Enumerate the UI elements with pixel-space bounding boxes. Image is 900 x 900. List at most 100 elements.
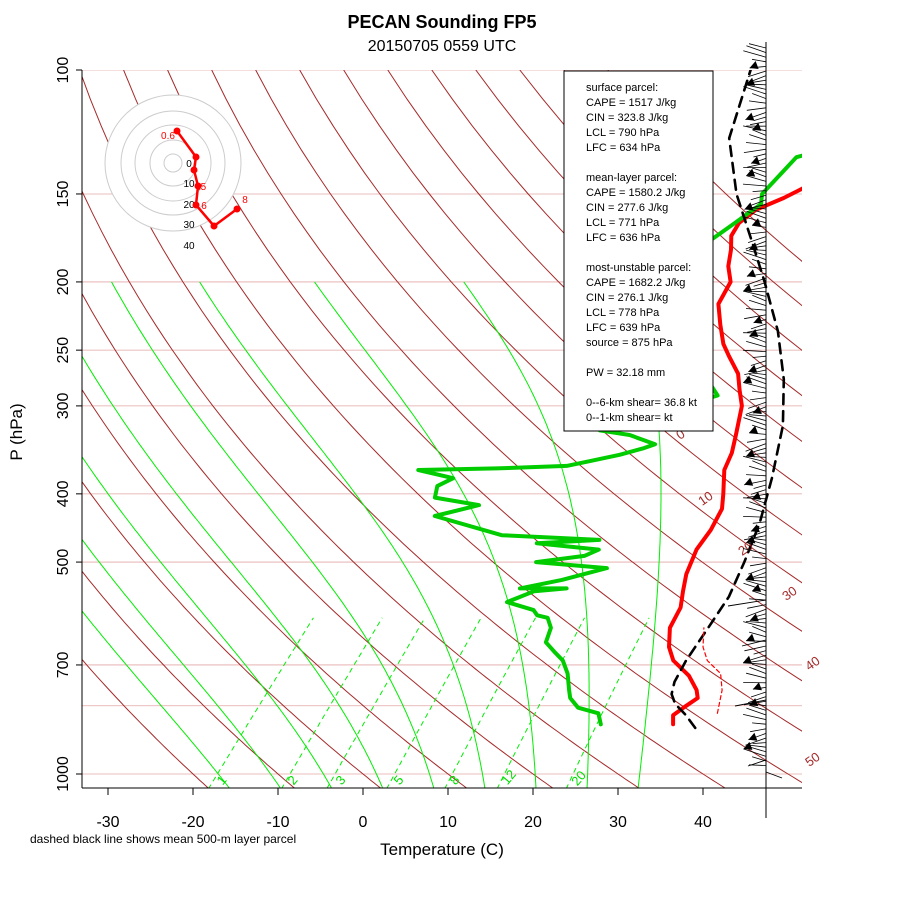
dry-adiabat xyxy=(211,70,802,682)
stat-line: LCL = 778 hPa xyxy=(586,307,660,319)
wind-barb xyxy=(752,556,767,559)
isobars xyxy=(82,70,802,775)
wind-barb-flag xyxy=(746,449,756,458)
moist-adiabat-label: 20 xyxy=(735,538,755,559)
wind-barb xyxy=(747,162,767,168)
moist-adiabat xyxy=(111,281,435,788)
wind-barb xyxy=(751,498,767,504)
wind-barb xyxy=(743,516,767,518)
wind-barb xyxy=(734,699,767,707)
wind-barb xyxy=(743,382,767,389)
x-axis-label: Temperature (C) xyxy=(380,840,504,859)
stat-line: LFC = 636 hPa xyxy=(586,232,661,244)
wind-barb xyxy=(749,598,767,601)
stat-line: PW = 32.18 mm xyxy=(586,367,665,379)
dry-adiabat xyxy=(82,658,209,788)
dry-adiabat xyxy=(475,70,802,397)
mixing-ratio-label: 5 xyxy=(390,773,406,788)
y-tick-label: 1000 xyxy=(55,756,72,792)
wind-barb xyxy=(743,714,767,720)
hodo-label-8: 8 xyxy=(242,195,248,206)
y-tick-label: 100 xyxy=(55,57,72,84)
wind-barb xyxy=(752,521,767,524)
wind-barb xyxy=(750,489,767,495)
mixing-ratio-line-1 xyxy=(208,617,314,788)
x-tick-label: 20 xyxy=(524,814,542,831)
wind-barb-flag xyxy=(752,406,762,414)
wind-barb xyxy=(751,224,767,228)
wind-barb xyxy=(753,650,767,655)
wind-barb-flag xyxy=(744,477,754,486)
stat-line: CAPE = 1682.2 J/kg xyxy=(586,277,685,289)
hodo-point xyxy=(173,127,181,135)
wind-barb xyxy=(747,236,767,243)
wind-barb xyxy=(751,390,767,394)
hodo-label-0.6: 0.6 xyxy=(161,131,175,142)
mixing-ratio-line-8 xyxy=(444,617,536,788)
wind-barb xyxy=(747,604,767,609)
dry-adiabat xyxy=(82,292,554,788)
wind-barb-flag xyxy=(746,168,756,177)
wind-barb xyxy=(752,355,767,358)
wind-barb xyxy=(748,208,767,214)
wind-barb xyxy=(746,249,767,256)
wind-barb xyxy=(745,308,767,311)
wind-barb xyxy=(741,639,767,647)
hodo-ring-label-0: 0 xyxy=(186,159,192,170)
hodo-point xyxy=(194,182,202,190)
mixing-ratio-line-2 xyxy=(281,617,383,788)
moist-adiabats xyxy=(82,281,662,788)
wind-barb xyxy=(753,282,767,287)
wind-barb xyxy=(743,290,767,297)
wind-barb xyxy=(765,771,783,779)
wind-barb-flag xyxy=(751,156,760,165)
series-mean-500-m-layer-parcel xyxy=(670,70,786,730)
hodo-ring-label-10: 10 xyxy=(183,179,195,190)
wind-barb xyxy=(744,645,767,652)
wind-barb xyxy=(745,414,767,421)
wind-barb-flag xyxy=(746,633,756,642)
wind-barb xyxy=(746,45,767,53)
y-axis: 1000 700 500 400 300 250 200 150 100 xyxy=(55,57,83,792)
wind-barb-flag xyxy=(752,491,762,500)
wind-barb xyxy=(749,414,767,417)
wind-barb-flag xyxy=(744,202,754,211)
wind-barb xyxy=(745,443,767,452)
stat-line: source = 875 hPa xyxy=(586,337,673,349)
hodograph-ring-30 xyxy=(120,110,226,216)
wind-barb xyxy=(743,582,767,592)
stat-line: CIN = 323.8 J/kg xyxy=(586,112,668,124)
stats-box xyxy=(563,70,714,432)
wind-barb-flag xyxy=(749,61,759,69)
stat-line: LCL = 790 hPa xyxy=(586,127,660,139)
wind-barb-flag xyxy=(743,741,753,750)
wind-barb-flag xyxy=(743,284,753,293)
hodo-ring-label-20: 20 xyxy=(183,200,195,211)
wind-barb xyxy=(748,373,767,380)
wind-barb-flag xyxy=(746,77,756,86)
wind-barb xyxy=(750,728,767,733)
stat-line: CAPE = 1580.2 J/kg xyxy=(586,187,685,199)
wind-barb xyxy=(749,231,767,235)
wind-barb xyxy=(746,341,767,348)
stat-line: 0--1-km shear= kt xyxy=(586,412,673,424)
wind-barb xyxy=(752,576,767,579)
wind-barb xyxy=(752,190,767,192)
wind-barb xyxy=(752,79,767,83)
wind-barb xyxy=(752,129,767,136)
x-tick-label: 10 xyxy=(439,814,457,831)
moist-adiabat-label: 40 xyxy=(802,653,822,674)
wind-barb xyxy=(748,530,767,538)
wind-barb-flag xyxy=(748,732,758,741)
dry-adiabat xyxy=(82,189,640,788)
x-tick-label: -30 xyxy=(96,814,119,831)
hodo-point xyxy=(190,166,198,174)
wind-barb xyxy=(746,438,767,443)
wind-barb xyxy=(752,722,767,725)
hodo-point xyxy=(210,222,218,230)
wind-barb xyxy=(750,360,767,366)
stat-line: CIN = 276.1 J/kg xyxy=(586,292,668,304)
wind-barb-flag xyxy=(743,375,753,384)
wind-barb xyxy=(748,266,767,270)
